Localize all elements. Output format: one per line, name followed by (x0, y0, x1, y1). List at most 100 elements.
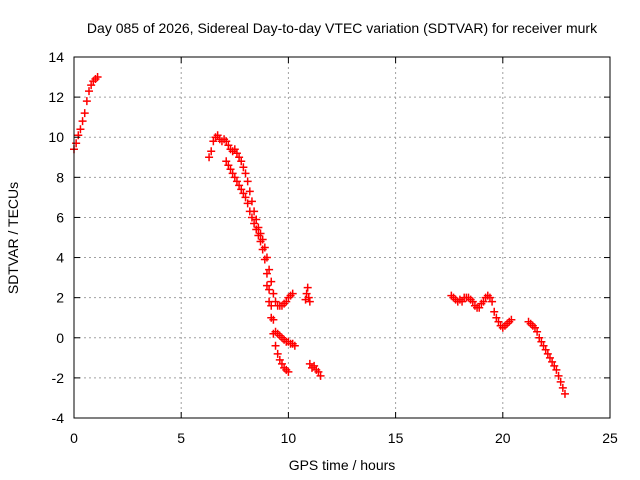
data-point (507, 315, 516, 324)
data-point (303, 283, 312, 292)
data-point (530, 323, 539, 332)
x-tick-label: 20 (495, 430, 511, 446)
data-point (260, 255, 269, 264)
data-point (267, 301, 276, 310)
data-point (82, 97, 91, 106)
data-point (479, 297, 488, 306)
data-point (537, 337, 546, 346)
data-point (288, 289, 297, 298)
data-point (265, 265, 274, 274)
data-point (494, 317, 503, 326)
data-point (224, 141, 233, 150)
y-tick-label: 8 (56, 169, 64, 185)
data-point (304, 293, 313, 302)
data-point (241, 193, 250, 202)
data-point (265, 285, 274, 294)
data-point (232, 149, 241, 158)
data-point (247, 197, 256, 206)
data-point (490, 307, 499, 316)
data-point (245, 187, 254, 196)
data-point (250, 219, 259, 228)
data-point (314, 367, 323, 376)
data-point (239, 189, 248, 198)
data-points (70, 73, 569, 398)
data-point (85, 87, 94, 96)
data-point (302, 289, 311, 298)
data-point (235, 153, 244, 162)
x-tick-label: 15 (388, 430, 404, 446)
data-point (269, 329, 278, 338)
data-point (93, 73, 102, 82)
data-point (290, 341, 299, 350)
data-point (243, 199, 252, 208)
plot-frame (73, 56, 611, 419)
series-segment-4 (447, 291, 516, 332)
data-point (468, 297, 477, 306)
data-point (282, 297, 291, 306)
data-point (267, 313, 276, 322)
data-point (284, 367, 293, 376)
series-segment-1 (70, 73, 102, 154)
data-point (222, 157, 231, 166)
data-point (271, 341, 280, 350)
data-point (87, 81, 96, 90)
data-point (545, 353, 554, 362)
data-point (305, 297, 314, 306)
y-axis-label: SDTVAR / TECUs (5, 182, 21, 294)
data-point (239, 163, 248, 172)
data-point (247, 213, 256, 222)
data-point (548, 357, 557, 366)
data-point (237, 157, 246, 166)
y-tick-label: 0 (56, 330, 64, 346)
data-point (535, 333, 544, 342)
data-point (230, 145, 239, 154)
data-point (213, 131, 222, 140)
data-point (485, 293, 494, 302)
data-point (267, 277, 276, 286)
data-point (237, 185, 246, 194)
x-axis-label: GPS time / hours (289, 457, 396, 473)
y-tick-label: 14 (48, 49, 64, 65)
x-tick-label: 10 (281, 430, 297, 446)
data-point (235, 181, 244, 190)
data-point (254, 231, 263, 240)
data-point (262, 281, 271, 290)
y-tick-label: -2 (52, 370, 65, 386)
data-point (458, 297, 467, 306)
data-point (539, 341, 548, 350)
data-point (207, 147, 216, 156)
data-point (209, 137, 218, 146)
data-point (256, 237, 265, 246)
data-point (252, 225, 261, 234)
data-point (316, 371, 325, 380)
y-tick-label: 6 (56, 209, 64, 225)
series-segment-2c (262, 281, 293, 376)
data-point (228, 169, 237, 178)
data-point (277, 359, 286, 368)
data-point (550, 361, 559, 370)
data-point (76, 125, 85, 134)
x-tick-label: 25 (602, 430, 618, 446)
data-point (205, 153, 214, 162)
data-point (262, 269, 271, 278)
data-point (78, 117, 87, 126)
data-point (222, 137, 231, 146)
data-point (560, 389, 569, 398)
axis-ticks: 0 5 10 15 20 25 -4 -2 0 2 4 6 8 10 12 14 (48, 49, 618, 446)
y-tick-label: 2 (56, 290, 64, 306)
data-point (74, 131, 83, 140)
data-point (269, 289, 278, 298)
series-segment-5 (524, 317, 569, 398)
x-tick-label: 5 (177, 430, 185, 446)
data-point (310, 361, 319, 370)
data-point (552, 365, 561, 374)
data-point (265, 297, 274, 306)
data-point (488, 297, 497, 306)
data-point (533, 327, 542, 336)
data-point (245, 207, 254, 216)
data-point (273, 349, 282, 358)
series-segment-2b (222, 157, 299, 350)
data-point (541, 345, 550, 354)
